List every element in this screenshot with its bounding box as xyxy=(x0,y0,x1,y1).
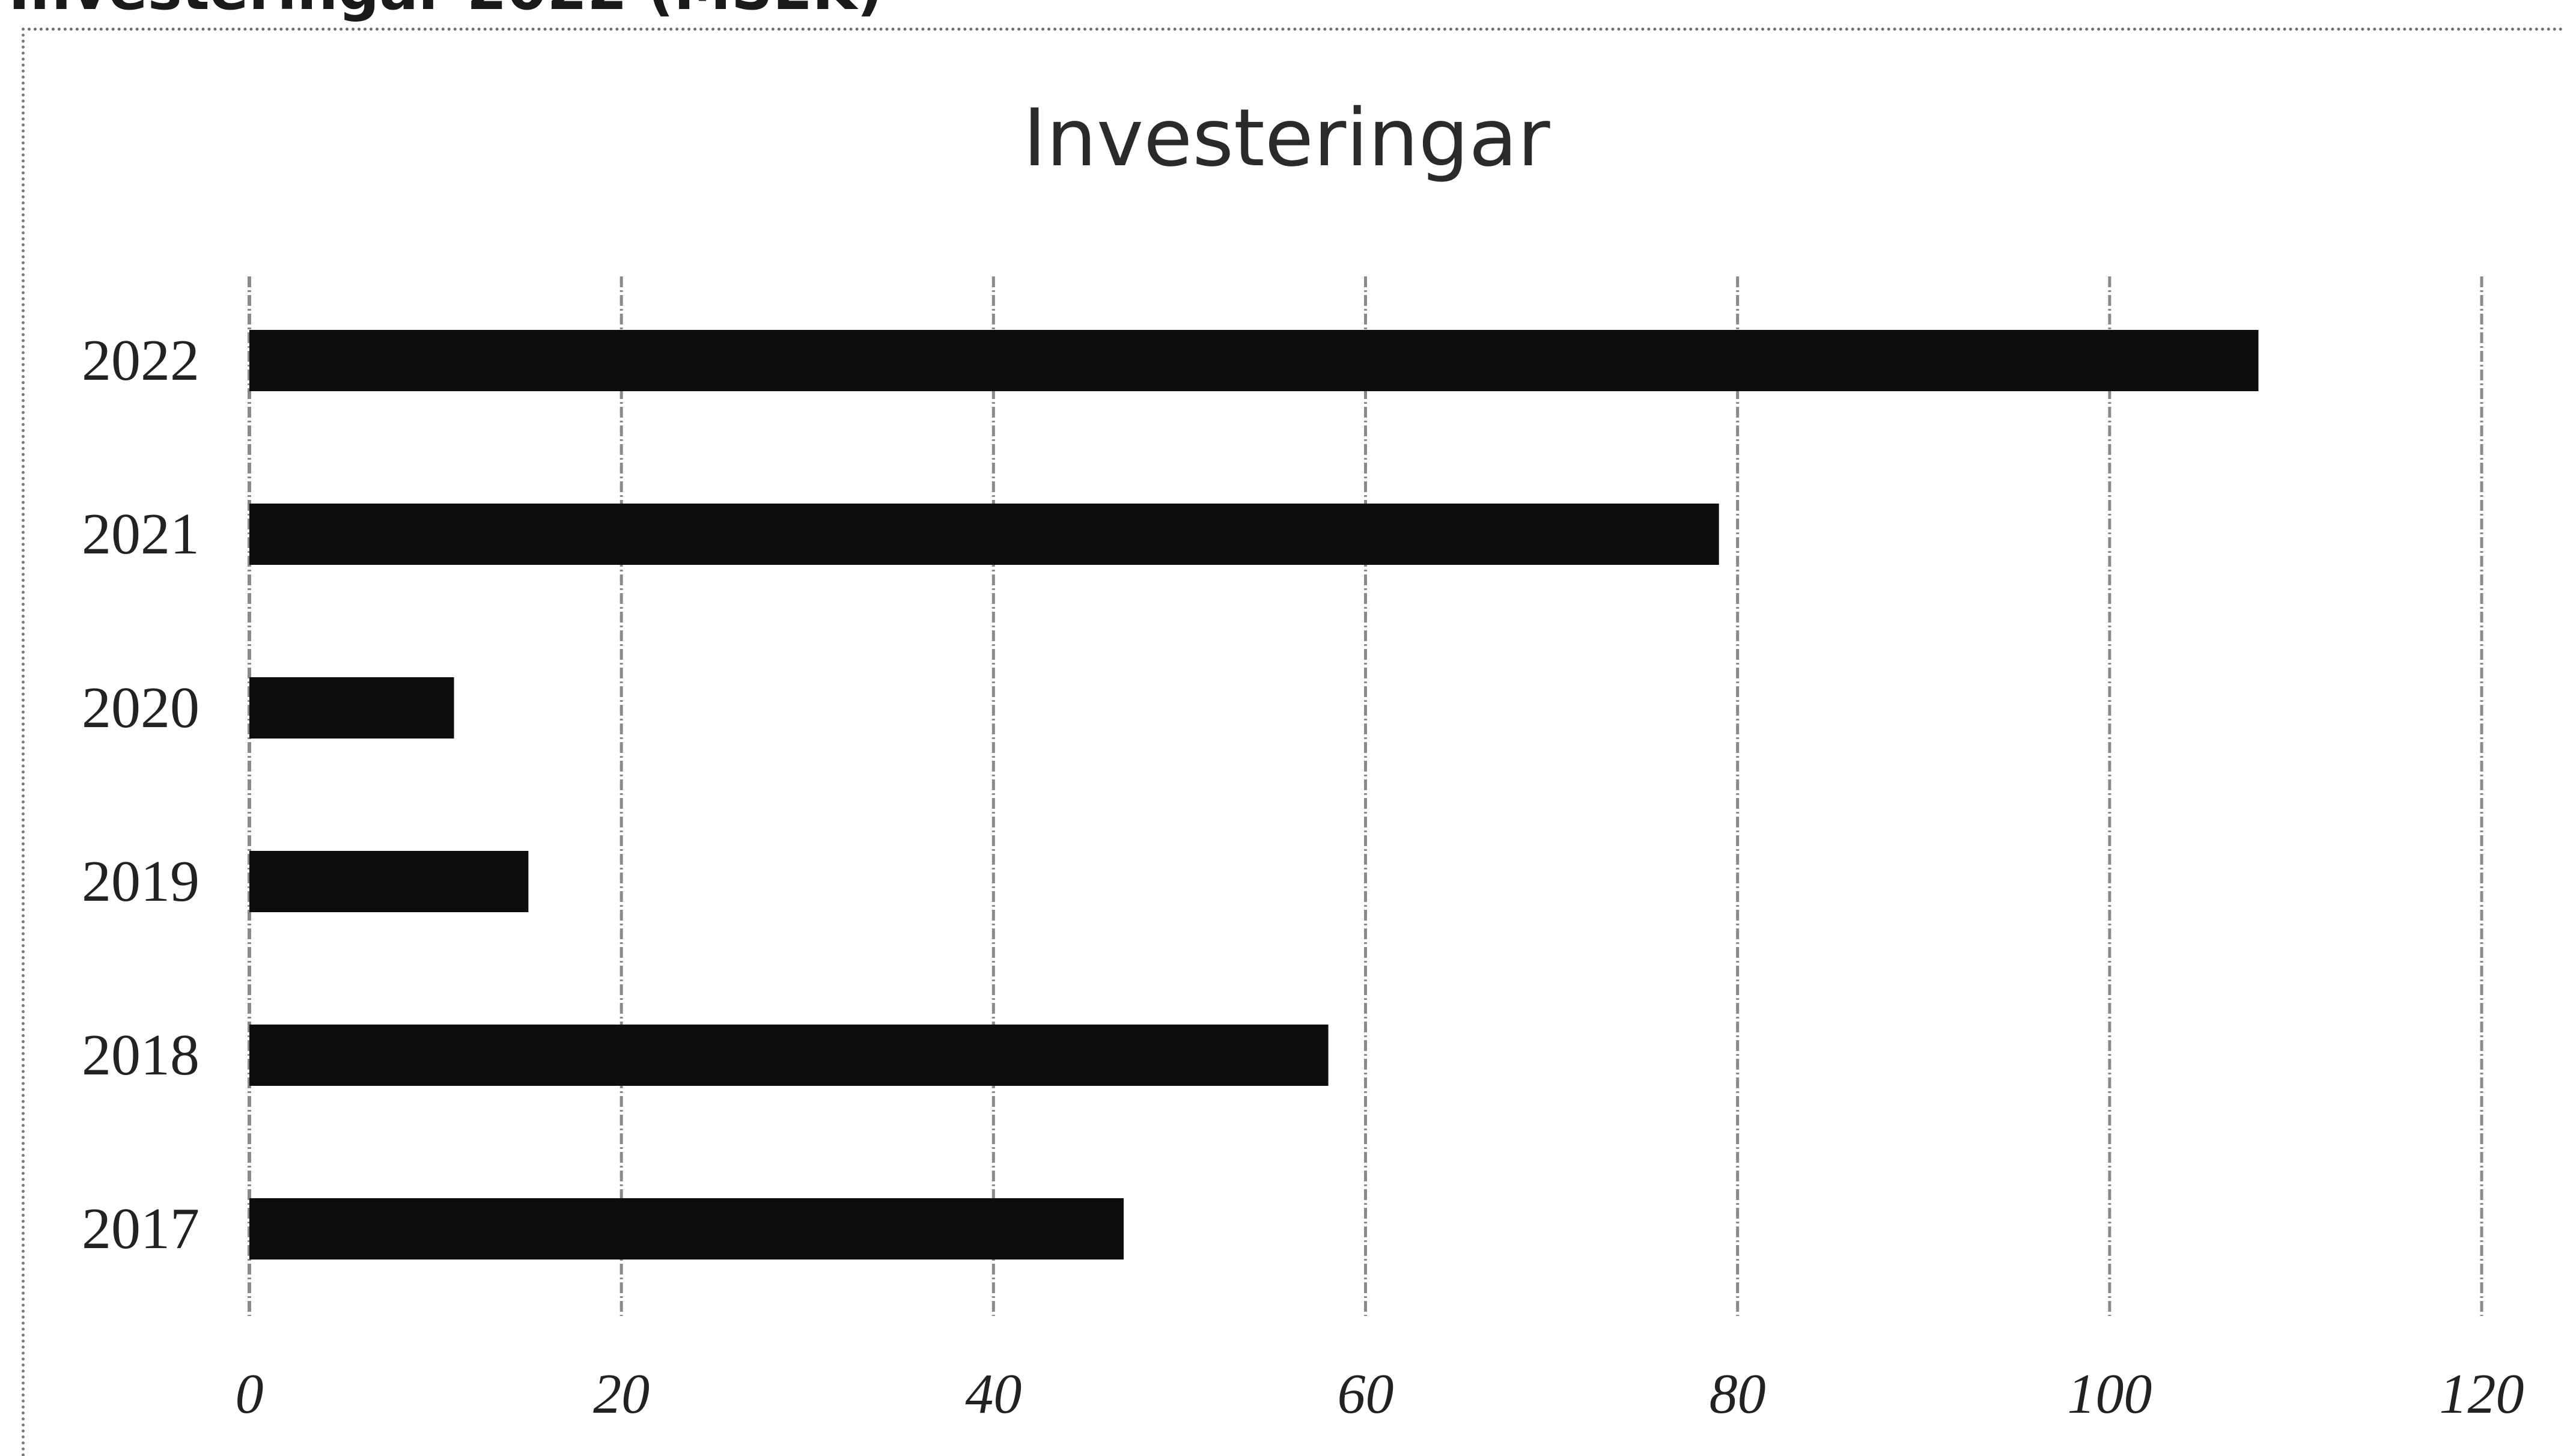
category-label-2018: 2018 xyxy=(82,1023,199,1088)
tick-label-100: 100 xyxy=(2067,1363,2152,1425)
category-label-2019: 2019 xyxy=(82,849,199,914)
tick-label-40: 40 xyxy=(965,1363,1022,1425)
page-heading: Investeringar 2022 (MSEK) xyxy=(8,0,883,25)
bar-2019 xyxy=(249,851,529,912)
chart-title: Investeringar xyxy=(1023,92,1550,184)
category-label-2017: 2017 xyxy=(82,1196,199,1261)
tick-label-120: 120 xyxy=(2439,1363,2524,1425)
chart-frame xyxy=(22,28,2565,1456)
category-label-2020: 2020 xyxy=(82,675,199,740)
bar-2021 xyxy=(249,504,1719,565)
tick-label-20: 20 xyxy=(593,1363,650,1425)
tick-label-80: 80 xyxy=(1709,1363,1766,1425)
bar-2018 xyxy=(249,1025,1329,1086)
gridlines xyxy=(248,276,2483,1316)
tick-label-0: 0 xyxy=(235,1363,264,1425)
category-label-2021: 2021 xyxy=(82,502,199,567)
category-label-2022: 2022 xyxy=(82,328,199,393)
bar-2017 xyxy=(249,1198,1124,1260)
tick-label-60: 60 xyxy=(1337,1363,1394,1425)
bars xyxy=(249,330,2259,1260)
bar-2020 xyxy=(249,677,454,739)
bar-2022 xyxy=(249,330,2259,391)
